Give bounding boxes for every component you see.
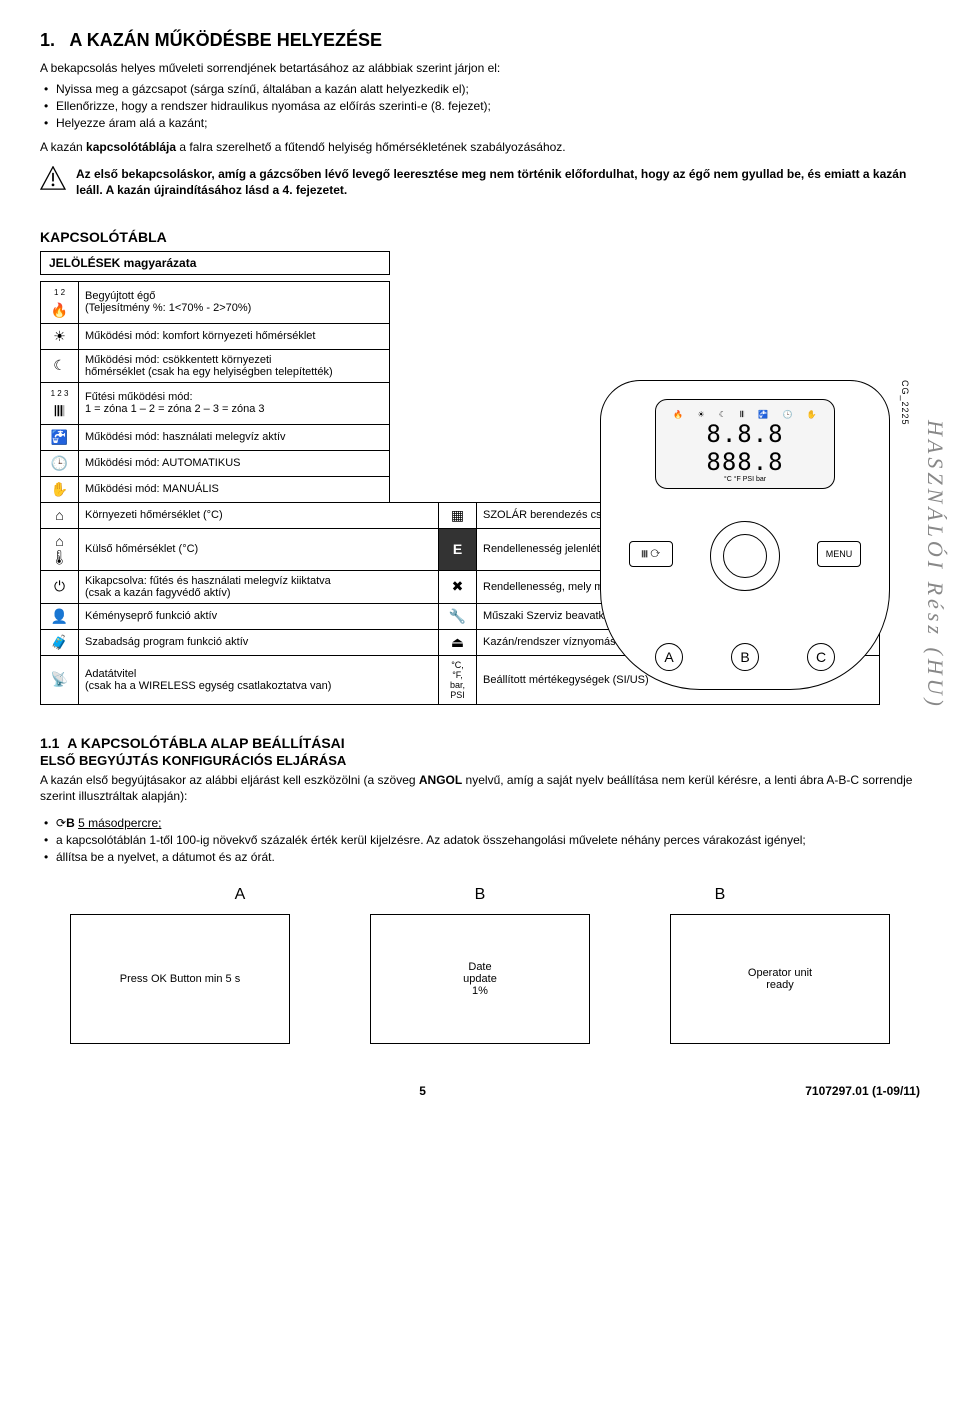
flow-labels: A B B (40, 886, 920, 904)
warning-block: Az első bekapcsoláskor, amíg a gázcsőben… (40, 166, 920, 198)
legend-row: 🕒Működési mód: AUTOMATIKUS (41, 450, 390, 476)
bullet-2: Ellenőrizze, hogy a rendszer hidraulikus… (40, 98, 920, 115)
device-illustration: CG_2225 🔥☀☾𝄃𝄃🚰🕒✋ 8.8.8 888.8 °C °F PSI b… (600, 380, 890, 690)
flow-box-b2: Operator unit ready (670, 914, 890, 1044)
legend-row: 🚰Működési mód: használati melegvíz aktív (41, 424, 390, 450)
s11-bullet-2: a kapcsolótáblán 1-től 100-ig növekvő sz… (40, 832, 920, 849)
legend-row: ✋Működési mód: MANUÁLIS (41, 476, 390, 502)
s11-bullet-3: állítsa be a nyelvet, a dátumot és az ór… (40, 849, 920, 866)
sec-title: A KAZÁN MŰKÖDÉSBE HELYEZÉSE (69, 30, 382, 50)
screen-icons-row: 🔥☀☾𝄃𝄃🚰🕒✋ (666, 410, 824, 420)
device-screen: 🔥☀☾𝄃𝄃🚰🕒✋ 8.8.8 888.8 °C °F PSI bar (655, 399, 835, 489)
bullet-3: Helyezze áram alá a kazánt; (40, 115, 920, 132)
device-menu-button[interactable]: MENU (817, 541, 861, 567)
side-section-label: HASZNÁLÓI Rész (HU) (922, 420, 948, 710)
legend-row: ☀Működési mód: komfort környezeti hőmérs… (41, 323, 390, 349)
section-1-heading: 1. A KAZÁN MŰKÖDÉSBE HELYEZÉSE (40, 30, 920, 51)
sec-num: 1. (40, 30, 55, 50)
page-number: 5 (419, 1084, 426, 1098)
legend-row: ☾Működési mód: csökkentett környezeti hő… (41, 349, 390, 382)
section-11-bullets: ⟳B 5 másodpercre; a kapcsolótáblán 1-től… (40, 815, 920, 865)
legend-table: 1 2🔥Begyújtott égő (Teljesítmény %: 1<70… (40, 281, 390, 503)
legend-row: 1 2🔥Begyújtott égő (Teljesítmény %: 1<70… (41, 281, 390, 323)
para-1: A kazán kapcsolótáblája a falra szerelhe… (40, 139, 920, 156)
device-left-button[interactable]: 𝄃𝄃𝄃 ⟳ (629, 541, 673, 567)
device-knob[interactable] (710, 521, 780, 591)
page-footer: 5 7107297.01 (1-09/11) (40, 1084, 920, 1098)
device-label-b: B (731, 643, 759, 671)
warning-text: Az első bekapcsoláskor, amíg a gázcsőben… (76, 166, 920, 198)
flow-box-b1: Date update 1% (370, 914, 590, 1044)
legend-header: JELÖLÉSEK magyarázata (40, 251, 390, 275)
intro-bullets: Nyissa meg a gázcsapot (sárga színű, ált… (40, 81, 920, 131)
section-11-heading: 1.1 A KAPCSOLÓTÁBLA ALAP BEÁLLÍTÁSAI (40, 735, 920, 751)
panel-title: KAPCSOLÓTÁBLA (40, 229, 920, 245)
flow-boxes: Press OK Button min 5 s Date update 1% O… (40, 914, 920, 1044)
screen-units: °C °F PSI bar (666, 476, 824, 483)
intro-text: A bekapcsolás helyes műveleti sorrendjén… (40, 61, 920, 75)
s11-bullet-1: ⟳B 5 másodpercre; (40, 815, 920, 832)
section-11-para: A kazán első begyújtásakor az alábbi elj… (40, 772, 920, 806)
flow-box-a: Press OK Button min 5 s (70, 914, 290, 1044)
warning-icon (40, 166, 66, 190)
cg-label: CG_2225 (900, 380, 910, 426)
section-11-subtitle: ELSŐ BEGYÚJTÁS KONFIGURÁCIÓS ELJÁRÁSA (40, 753, 920, 768)
legend-row: 1 2 3𝄃𝄃𝄃Fűtési működési mód: 1 = zóna 1 … (41, 382, 390, 424)
device-label-c: C (807, 643, 835, 671)
bullet-1: Nyissa meg a gázcsapot (sárga színű, ált… (40, 81, 920, 98)
device-label-a: A (655, 643, 683, 671)
doc-number: 7107297.01 (1-09/11) (805, 1084, 920, 1098)
screen-bignum: 8.8.8 888.8 (666, 420, 824, 476)
